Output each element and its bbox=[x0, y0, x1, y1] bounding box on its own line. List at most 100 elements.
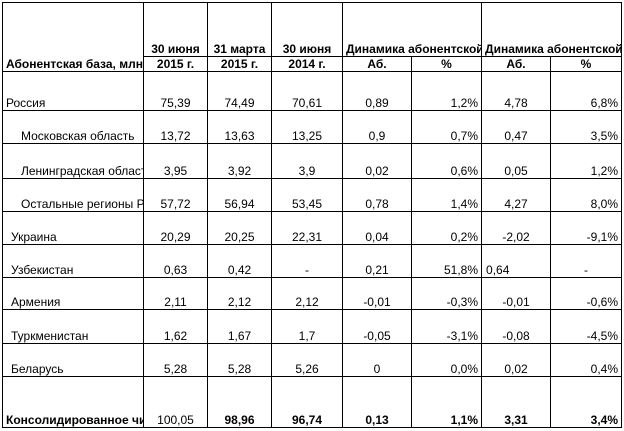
cell-year-pct: -0,6% bbox=[550, 276, 623, 310]
cell-year-abs: 0,05 bbox=[481, 143, 552, 179]
total-row: Консолидированное число абонентов на кон… bbox=[2, 376, 623, 428]
cell-year-pct: - bbox=[550, 244, 623, 278]
table-row: Ленинградская область 3,95 3,92 3,9 0,02… bbox=[2, 143, 623, 179]
cell-31mar2015: 56,94 bbox=[207, 177, 272, 212]
row-name: Беларусь bbox=[2, 343, 144, 378]
table-row: Армения 2,11 2,12 2,12 -0,01 -0,3% -0,01… bbox=[2, 276, 623, 310]
row-name: Армения bbox=[2, 276, 144, 310]
cell-year-abs: -0,08 bbox=[481, 308, 552, 345]
cell-30jun2014: 3,9 bbox=[271, 143, 343, 179]
header-year-2015a: 2015 г. bbox=[143, 55, 208, 72]
cell-30jun2015: 75,39 bbox=[143, 70, 208, 112]
header-year-2015b: 2015 г. bbox=[207, 55, 272, 72]
cell-30jun2015: 2,11 bbox=[143, 276, 208, 310]
cell-quarter-abs: 0,9 bbox=[342, 109, 412, 145]
cell-30jun2014: 2,12 bbox=[271, 276, 343, 310]
cell-31mar2015: 20,25 bbox=[207, 210, 272, 246]
cell-quarter-abs: -0,05 bbox=[342, 308, 412, 345]
cell-31mar2015: 13,63 bbox=[207, 109, 272, 145]
row-name: Московская область bbox=[2, 109, 144, 145]
cell-quarter-abs: 0,04 bbox=[342, 210, 412, 246]
table-row: Россия 75,39 74,49 70,61 0,89 1,2% 4,78 … bbox=[2, 70, 623, 112]
cell-31mar2015: 2,12 bbox=[207, 276, 272, 310]
cell-quarter-abs: 0,89 bbox=[342, 70, 412, 112]
cell-30jun2014: 5,26 bbox=[271, 343, 343, 378]
cell-year-pct: 8,0% bbox=[550, 177, 623, 212]
cell-year-abs: 4,78 bbox=[481, 70, 552, 112]
row-name: Украина bbox=[2, 210, 144, 246]
total-31mar2015: 98,96 bbox=[207, 376, 272, 428]
cell-31mar2015: 0,42 bbox=[207, 244, 272, 278]
cell-quarter-pct: 51,8% bbox=[410, 244, 483, 278]
header-row-bottom: 2015 г. 2015 г. 2014 г. Аб. % Аб. % bbox=[3, 55, 623, 72]
table-row: Туркменистан 1,62 1,67 1,7 -0,05 -3,1% -… bbox=[2, 308, 623, 345]
cell-year-abs: 0,02 bbox=[481, 343, 552, 378]
cell-year-pct: -9,1% bbox=[550, 210, 623, 246]
cell-quarter-pct: 1,4% bbox=[410, 177, 483, 212]
total-30jun2015: 100,05 bbox=[143, 376, 208, 428]
cell-year-pct: -4,5% bbox=[550, 308, 623, 345]
row-name: Остальные регионы России bbox=[2, 177, 144, 212]
cell-quarter-pct: -0,3% bbox=[410, 276, 483, 310]
header-quarter-pct: % bbox=[410, 55, 483, 72]
header-year-2014: 2014 г. bbox=[271, 55, 343, 72]
cell-31mar2015: 74,49 bbox=[207, 70, 272, 112]
cell-30jun2014: - bbox=[271, 244, 343, 278]
row-name: Ленинградская область bbox=[2, 143, 144, 179]
cell-30jun2014: 22,31 bbox=[271, 210, 343, 246]
total-year-abs: 3,31 bbox=[481, 376, 552, 428]
cell-30jun2014: 1,7 bbox=[271, 308, 343, 345]
cell-30jun2015: 3,95 bbox=[143, 143, 208, 179]
cell-quarter-pct: 0,2% bbox=[410, 210, 483, 246]
cell-30jun2015: 0,63 bbox=[143, 244, 208, 278]
header-year-abs: Аб. bbox=[481, 55, 552, 72]
cell-31mar2015: 3,92 bbox=[207, 143, 272, 179]
cell-30jun2014: 53,45 bbox=[271, 177, 343, 212]
cell-quarter-abs: 0,02 bbox=[342, 143, 412, 179]
cell-quarter-pct: 0,0% bbox=[410, 343, 483, 378]
total-year-pct: 3,4% bbox=[550, 376, 623, 428]
header-quarter-abs: Аб. bbox=[342, 55, 412, 72]
table-row: Беларусь 5,28 5,28 5,26 0 0,0% 0,02 0,4% bbox=[2, 343, 623, 378]
total-30jun2014: 96,74 bbox=[271, 376, 343, 428]
row-name: Туркменистан bbox=[2, 308, 144, 345]
cell-year-abs: -0,01 bbox=[481, 276, 552, 310]
cell-quarter-abs: 0,21 bbox=[342, 244, 412, 278]
total-row-name: Консолидированное число абонентов на кон… bbox=[2, 376, 144, 428]
header-year-group: Динамика абонентской базы за год bbox=[481, 2, 623, 57]
header-quarter-group: Динамика абонентской базы за квартал bbox=[341, 2, 483, 57]
cell-year-abs: 4,27 bbox=[481, 177, 552, 212]
cell-30jun2015: 13,72 bbox=[143, 109, 208, 145]
cell-quarter-pct: 0,6% bbox=[410, 143, 483, 179]
cell-year-abs: 0,47 bbox=[481, 109, 552, 145]
table-row: Остальные регионы России 57,72 56,94 53,… bbox=[2, 177, 623, 212]
cell-30jun2015: 5,28 bbox=[143, 343, 208, 378]
cell-year-pct: 1,2% bbox=[550, 143, 623, 179]
cell-31mar2015: 1,67 bbox=[207, 308, 272, 345]
header-col-30jun2014: 30 июня bbox=[271, 2, 343, 57]
cell-year-abs: -2,02 bbox=[481, 210, 552, 246]
total-quarter-pct: 1,1% bbox=[410, 376, 483, 428]
cell-quarter-pct: 1,2% bbox=[410, 70, 483, 112]
cell-30jun2015: 57,72 bbox=[143, 177, 208, 212]
header-year-pct: % bbox=[550, 55, 623, 72]
cell-quarter-abs: -0,01 bbox=[342, 276, 412, 310]
cell-quarter-abs: 0,78 bbox=[342, 177, 412, 212]
header-col-30jun2015: 30 июня bbox=[143, 2, 208, 57]
cell-quarter-pct: -3,1% bbox=[410, 308, 483, 345]
row-name: Россия bbox=[2, 70, 144, 112]
cell-year-pct: 6,8% bbox=[550, 70, 623, 112]
header-col-31mar2015: 31 марта bbox=[207, 2, 272, 57]
table-row: Московская область 13,72 13,63 13,25 0,9… bbox=[2, 109, 623, 145]
cell-30jun2015: 20,29 bbox=[143, 210, 208, 246]
cell-year-pct: 0,4% bbox=[550, 343, 623, 378]
cell-quarter-pct: 0,7% bbox=[410, 109, 483, 145]
cell-31mar2015: 5,28 bbox=[207, 343, 272, 378]
cell-30jun2014: 13,25 bbox=[271, 109, 343, 145]
header-row-top: Абонентская база, млн чел. 30 июня 31 ма… bbox=[2, 2, 623, 72]
total-quarter-abs: 0,13 bbox=[342, 376, 412, 428]
header-label: Абонентская база, млн чел. bbox=[2, 2, 144, 72]
cell-30jun2015: 1,62 bbox=[143, 308, 208, 345]
table-row: Узбекистан 0,63 0,42 - 0,21 51,8% 0,64 - bbox=[2, 244, 623, 278]
